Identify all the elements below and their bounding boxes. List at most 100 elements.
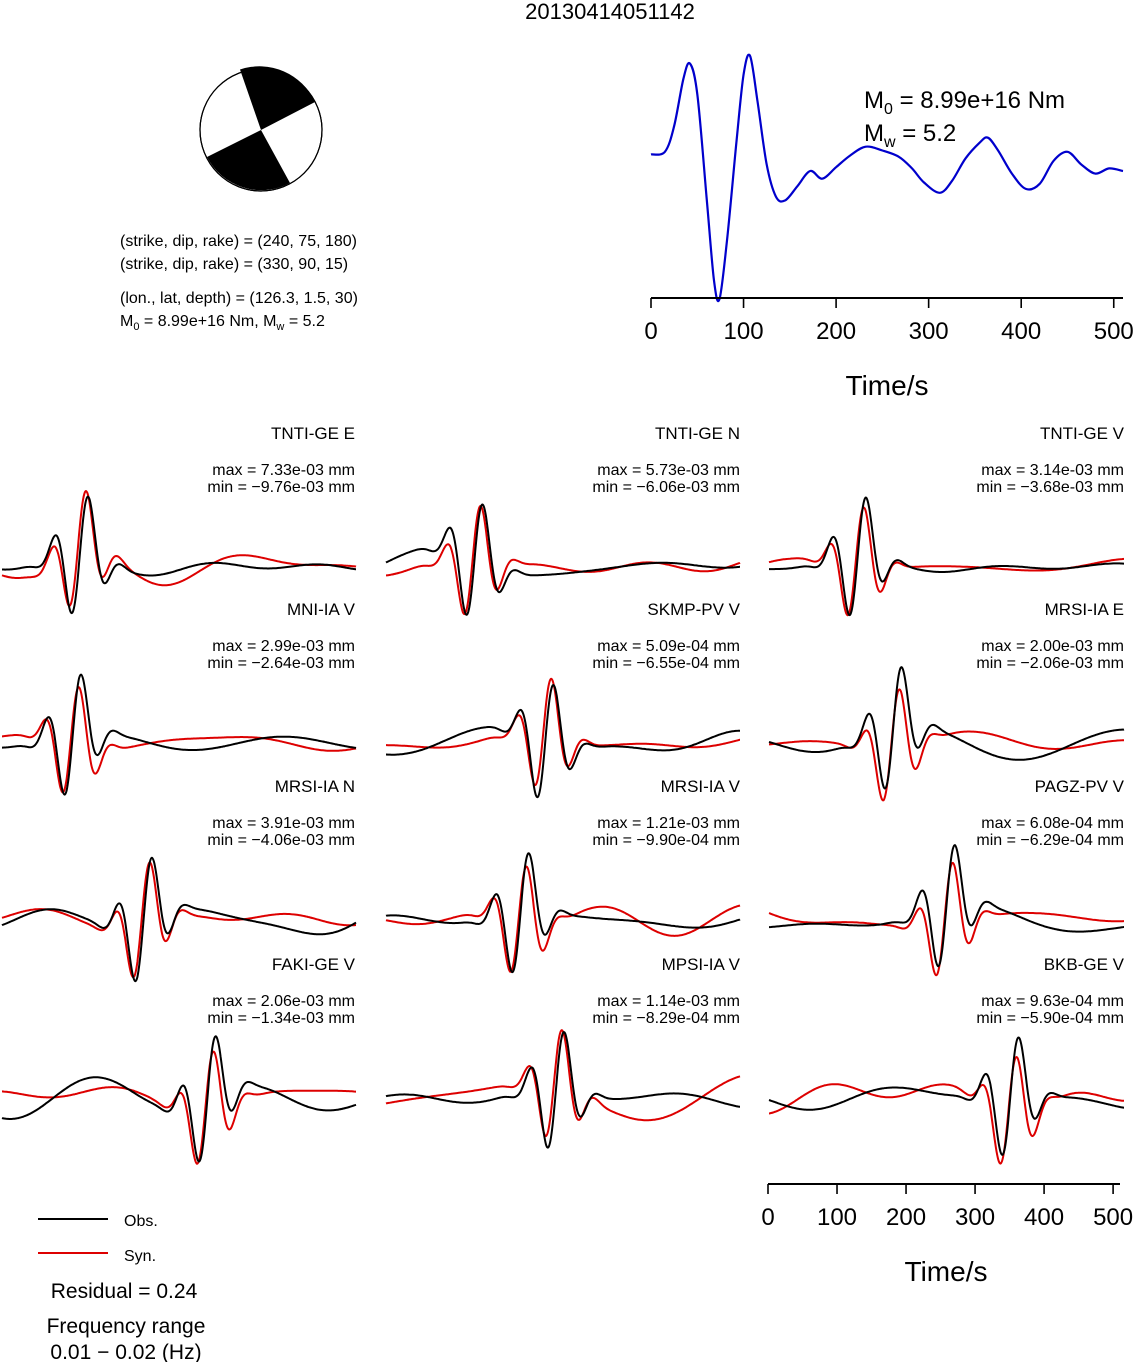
station-min: min = −2.64e-03 mm (207, 655, 355, 672)
mechanism-nodal-plane-2: (strike, dip, rake) = (330, 90, 15) (120, 256, 348, 273)
waveform-axis-tick-label: 300 (955, 1204, 995, 1231)
waveform-axis-tick-label: 100 (817, 1204, 857, 1231)
station-min: min = −6.29e-04 mm (976, 832, 1124, 849)
legend: Obs. Syn. (38, 1213, 158, 1265)
observed-waveform (768, 844, 1125, 968)
station-min: min = −8.29e-04 mm (592, 1010, 740, 1027)
frequency-range-value: 0.01 − 0.02 (Hz) (50, 1341, 201, 1362)
observed-waveform (385, 503, 741, 616)
synthetic-waveform (1, 686, 357, 794)
station-max: max = 2.99e-03 mm (212, 638, 355, 655)
observed-waveform (768, 496, 1125, 617)
station-name: TNTI-GE E (271, 424, 355, 443)
station-max: max = 1.21e-03 mm (597, 815, 740, 832)
observed-waveform (768, 666, 1125, 790)
synthetic-waveform (385, 505, 741, 616)
station-name: TNTI-GE V (1040, 424, 1125, 443)
station-max: max = 5.73e-03 mm (597, 462, 740, 479)
stf-axis-tick-label: 500 (1094, 318, 1134, 345)
station-max: max = 2.00e-03 mm (981, 638, 1124, 655)
synthetic-waveform (385, 865, 741, 973)
station-name: SKMP-PV V (647, 600, 740, 619)
waveform-axis-tick-label: 400 (1024, 1204, 1064, 1231)
stf-moment-label: M0 = 8.99e+16 Nm (864, 87, 1065, 118)
station-min: min = −1.34e-03 mm (207, 1010, 355, 1027)
station-max: max = 6.08e-04 mm (981, 815, 1124, 832)
observed-waveform (1, 673, 357, 796)
station-min: min = −4.06e-03 mm (207, 832, 355, 849)
stf-axis-tick-label: 400 (1001, 318, 1041, 345)
synthetic-waveform (768, 1055, 1125, 1165)
stf-series-line (650, 53, 1124, 303)
figure-title: 20130414051142 (525, 0, 695, 24)
legend-obs-label: Obs. (124, 1213, 158, 1230)
station-min: min = −3.68e-03 mm (976, 479, 1124, 496)
synthetic-waveform (385, 1029, 741, 1138)
observed-waveform (385, 684, 741, 799)
mechanism-location: (lon., lat, depth) = (126.3, 1.5, 30) (120, 290, 358, 307)
station-min: min = −9.90e-04 mm (592, 832, 740, 849)
stf-time-axis: 0 100 200 300 400 500 (644, 297, 1134, 345)
synthetic-waveform (385, 677, 741, 787)
observed-waveform (385, 1031, 741, 1149)
synthetic-waveform (1, 490, 357, 607)
residual-label: Residual = 0.24 (51, 1280, 198, 1303)
mechanism-nodal-plane-1: (strike, dip, rake) = (240, 75, 180) (120, 233, 357, 250)
station-max: max = 7.33e-03 mm (212, 462, 355, 479)
station-min: min = −2.06e-03 mm (976, 655, 1124, 672)
mechanism-moment: M0 = 8.99e+16 Nm, Mw = 5.2 (120, 313, 325, 333)
observed-waveform (2, 495, 357, 615)
waveform-time-axis: 0 100 200 300 400 500 (761, 1183, 1133, 1231)
stf-axis-tick-label: 200 (816, 318, 856, 345)
station-name: MNI-IA V (287, 600, 356, 619)
station-name: MRSI-IA E (1045, 600, 1124, 619)
synthetic-waveform (1, 861, 357, 979)
stf-axis-tick-label: 0 (644, 318, 657, 345)
beachball-icon (199, 66, 323, 192)
stf-axis-tick-label: 300 (909, 318, 949, 345)
station-max: max = 3.91e-03 mm (212, 815, 355, 832)
frequency-range-label: Frequency range (47, 1315, 206, 1338)
station-min: min = −6.06e-03 mm (592, 479, 740, 496)
synthetic-waveform (1, 1050, 357, 1165)
station-min: min = −6.55e-04 mm (592, 655, 740, 672)
observed-waveform (1, 1035, 357, 1163)
waveform-axis-tick-label: 500 (1093, 1204, 1133, 1231)
waveform-axis-tick-label: 0 (761, 1204, 774, 1231)
stf-xlabel: Time/s (846, 370, 929, 401)
observed-waveform (1, 856, 357, 983)
station-name: MPSI-IA V (662, 955, 741, 974)
station-name: FAKI-GE V (272, 955, 356, 974)
station-max: max = 1.14e-03 mm (597, 993, 740, 1010)
station-name: BKB-GE V (1044, 955, 1125, 974)
source-time-function-plot: M0 = 8.99e+16 Nm Mw = 5.2 (650, 53, 1124, 303)
station-name: PAGZ-PV V (1035, 777, 1125, 796)
waveform-axis-tick-label: 200 (886, 1204, 926, 1231)
stf-magnitude-label: Mw = 5.2 (864, 120, 956, 151)
observed-waveform (768, 1036, 1125, 1156)
legend-syn-label: Syn. (124, 1248, 156, 1265)
station-name: MRSI-IA V (661, 777, 741, 796)
station-name: TNTI-GE N (655, 424, 740, 443)
station-max: max = 5.09e-04 mm (597, 638, 740, 655)
station-min: min = −5.90e-04 mm (976, 1010, 1124, 1027)
observed-waveform (385, 852, 741, 974)
stf-axis-tick-label: 100 (724, 318, 764, 345)
station-max: max = 2.06e-03 mm (212, 993, 355, 1010)
station-name: MRSI-IA N (275, 777, 355, 796)
waveform-xlabel: Time/s (905, 1256, 988, 1287)
station-max: max = 3.14e-03 mm (981, 462, 1124, 479)
